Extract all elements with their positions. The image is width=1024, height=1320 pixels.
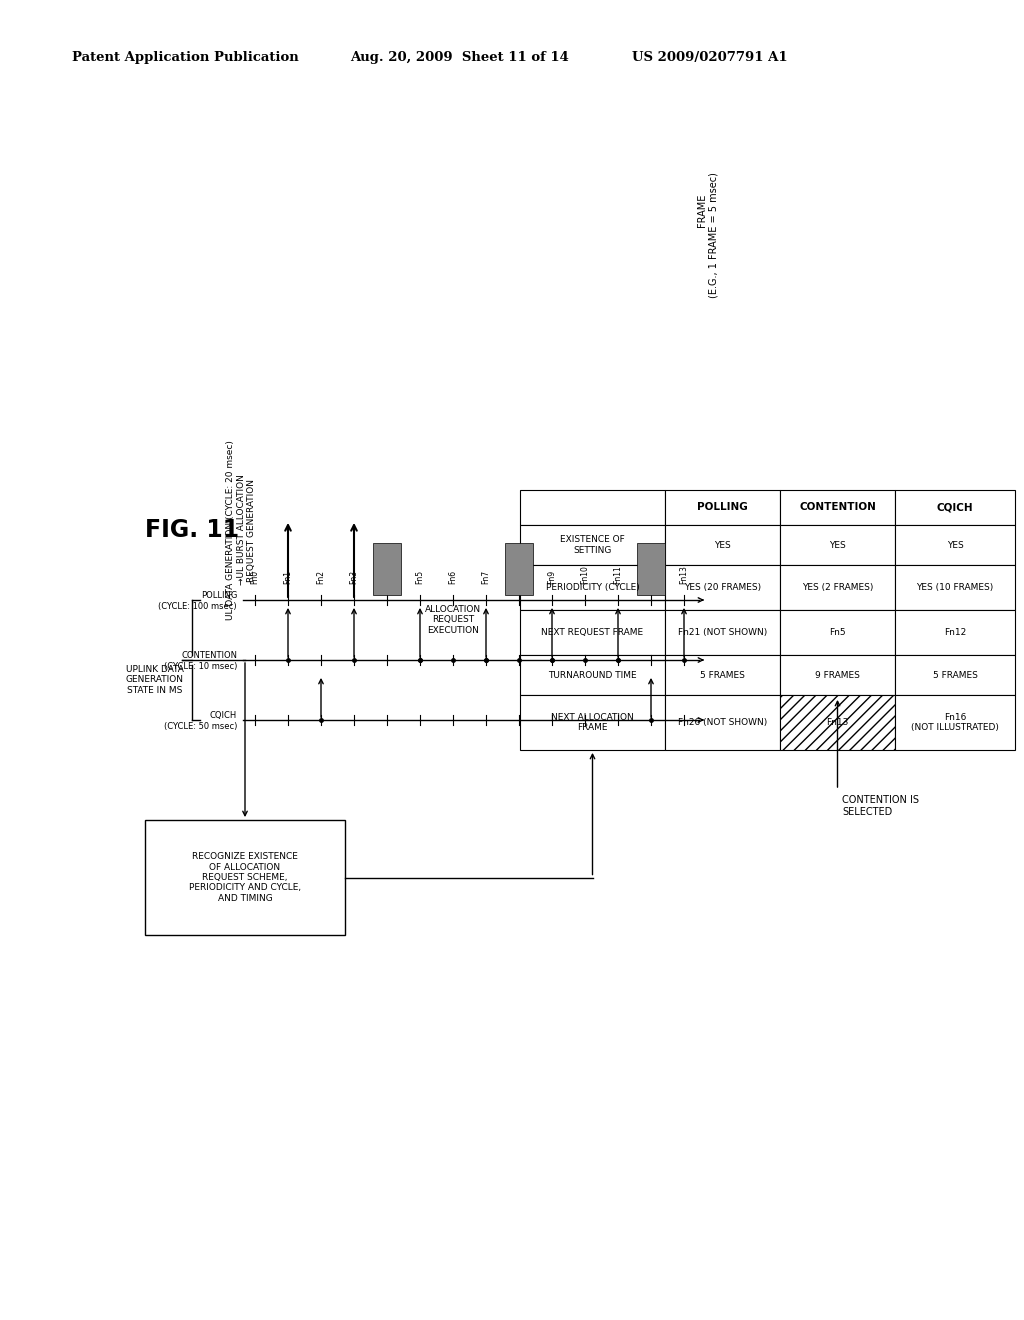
Text: NEXT REQUEST FRAME: NEXT REQUEST FRAME <box>542 628 643 638</box>
Bar <box>665 525 780 565</box>
Text: Fn13: Fn13 <box>680 565 688 583</box>
Bar <box>145 820 345 935</box>
Bar <box>665 565 780 610</box>
Bar <box>665 696 780 750</box>
Bar <box>520 610 665 655</box>
Text: Fn21 (NOT SHOWN): Fn21 (NOT SHOWN) <box>678 628 767 638</box>
Text: Fn4: Fn4 <box>383 570 391 583</box>
Bar <box>895 696 1015 750</box>
Text: Fn6: Fn6 <box>449 570 458 583</box>
Text: Patent Application Publication: Patent Application Publication <box>72 51 298 65</box>
Text: Fn11: Fn11 <box>613 565 623 583</box>
Bar <box>665 490 780 525</box>
Text: Fn2: Fn2 <box>316 570 326 583</box>
Text: Fn3: Fn3 <box>349 570 358 583</box>
Bar <box>780 525 895 565</box>
Text: Fn8: Fn8 <box>514 570 523 583</box>
Text: Fn16
(NOT ILLUSTRATED): Fn16 (NOT ILLUSTRATED) <box>911 713 999 733</box>
Bar <box>780 490 895 525</box>
Bar <box>895 565 1015 610</box>
Text: Fn9: Fn9 <box>548 570 556 583</box>
Text: TURNAROUND TIME: TURNAROUND TIME <box>548 671 637 680</box>
Text: FRAME: FRAME <box>697 193 707 227</box>
Text: Fn0: Fn0 <box>251 570 259 583</box>
Text: UPLINK DATA
GENERATION
STATE IN MS: UPLINK DATA GENERATION STATE IN MS <box>126 665 184 694</box>
Bar <box>637 543 665 595</box>
Text: (E.G., 1 FRAME = 5 msec): (E.G., 1 FRAME = 5 msec) <box>708 172 718 298</box>
Bar <box>520 490 665 525</box>
Text: NEXT ALLOCATION
FRAME: NEXT ALLOCATION FRAME <box>551 713 634 733</box>
Bar <box>895 490 1015 525</box>
Bar <box>520 565 665 610</box>
Text: YES: YES <box>714 540 731 549</box>
Text: CONTENTION IS
SELECTED: CONTENTION IS SELECTED <box>843 795 920 817</box>
Text: YES: YES <box>829 540 846 549</box>
Bar <box>895 525 1015 565</box>
Bar <box>780 655 895 696</box>
Text: CQICH
(CYCLE: 50 msec): CQICH (CYCLE: 50 msec) <box>164 711 237 731</box>
Text: 5 FRAMES: 5 FRAMES <box>933 671 978 680</box>
Text: Fn10: Fn10 <box>581 565 590 583</box>
Text: 5 FRAMES: 5 FRAMES <box>700 671 744 680</box>
Bar <box>780 610 895 655</box>
Text: Fn13: Fn13 <box>826 718 849 727</box>
Text: PERIODICITY (CYCLE): PERIODICITY (CYCLE) <box>546 583 639 591</box>
Text: UL DATA GENERATION (CYCLE: 20 msec)
→UL BURST ALLOCATION
REQUEST GENERATION: UL DATA GENERATION (CYCLE: 20 msec) →UL … <box>226 440 256 620</box>
Text: CONTENTION: CONTENTION <box>799 503 876 512</box>
Text: Fn5: Fn5 <box>829 628 846 638</box>
Text: Fn5: Fn5 <box>416 570 425 583</box>
Text: POLLING
(CYCLE: 100 msec): POLLING (CYCLE: 100 msec) <box>159 591 237 611</box>
Text: 9 FRAMES: 9 FRAMES <box>815 671 860 680</box>
Bar <box>665 655 780 696</box>
Text: FIG. 11: FIG. 11 <box>145 517 240 543</box>
Bar <box>780 696 895 750</box>
Text: Fn12: Fn12 <box>944 628 966 638</box>
Bar <box>895 655 1015 696</box>
Text: RECOGNIZE EXISTENCE
OF ALLOCATION
REQUEST SCHEME,
PERIODICITY AND CYCLE,
AND TIM: RECOGNIZE EXISTENCE OF ALLOCATION REQUES… <box>189 853 301 903</box>
Text: Fn26 (NOT SHOWN): Fn26 (NOT SHOWN) <box>678 718 767 727</box>
Text: Fn1: Fn1 <box>284 570 293 583</box>
Bar <box>520 655 665 696</box>
Text: ALLOCATION
REQUEST
EXECUTION: ALLOCATION REQUEST EXECUTION <box>425 605 481 635</box>
Text: CQICH: CQICH <box>937 503 974 512</box>
Bar <box>780 565 895 610</box>
Text: US 2009/0207791 A1: US 2009/0207791 A1 <box>632 51 787 65</box>
Bar <box>373 543 401 595</box>
Text: YES (2 FRAMES): YES (2 FRAMES) <box>802 583 873 591</box>
Bar <box>505 543 534 595</box>
Bar <box>895 610 1015 655</box>
Bar <box>520 525 665 565</box>
Bar <box>665 610 780 655</box>
Text: CONTENTION
(CYCLE: 10 msec): CONTENTION (CYCLE: 10 msec) <box>164 651 237 671</box>
Text: YES (10 FRAMES): YES (10 FRAMES) <box>916 583 993 591</box>
Text: Fn7: Fn7 <box>481 570 490 583</box>
Text: Aug. 20, 2009  Sheet 11 of 14: Aug. 20, 2009 Sheet 11 of 14 <box>350 51 569 65</box>
Text: POLLING: POLLING <box>697 503 748 512</box>
Text: YES (20 FRAMES): YES (20 FRAMES) <box>684 583 761 591</box>
Text: Fn12: Fn12 <box>646 565 655 583</box>
Text: YES: YES <box>946 540 964 549</box>
Text: EXISTENCE OF
SETTING: EXISTENCE OF SETTING <box>560 536 625 554</box>
Bar <box>520 696 665 750</box>
